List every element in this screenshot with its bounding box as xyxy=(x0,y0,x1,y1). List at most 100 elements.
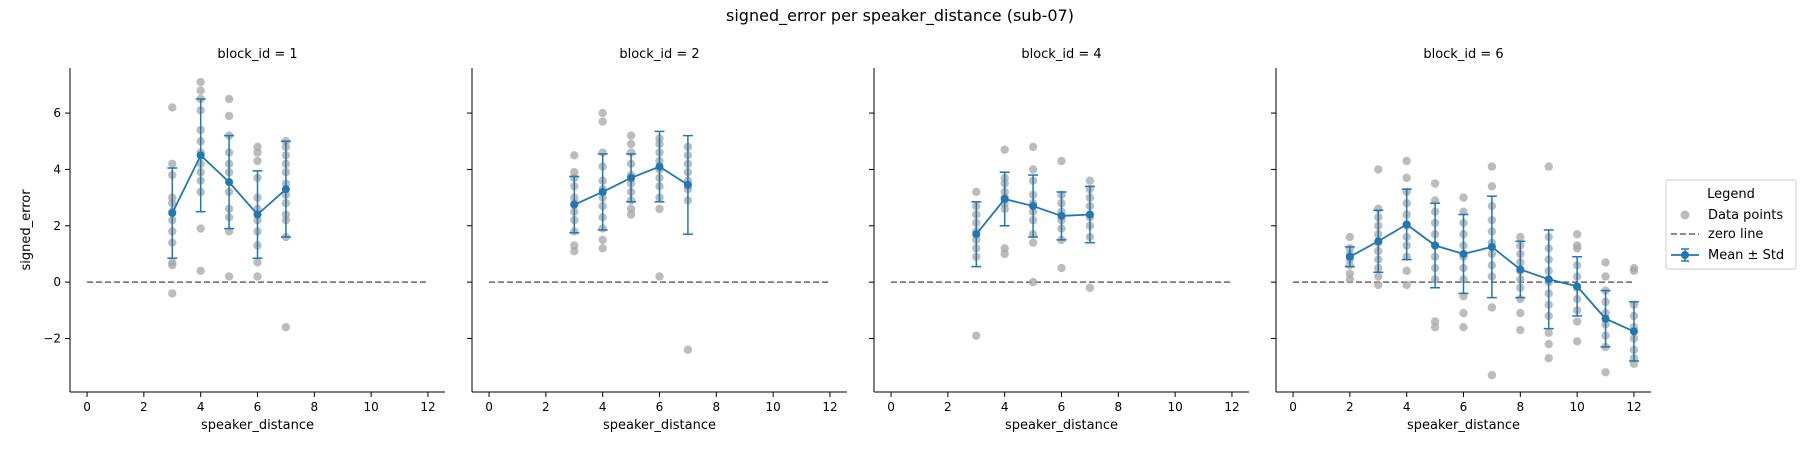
panels: block_id = 1 0 2 4 6 8 10 12 −2 0 2 4 6 speaker_dista… xyxy=(19,47,1651,433)
x-tick-label: 8 xyxy=(1516,400,1524,414)
mean-point xyxy=(1085,210,1094,219)
data-point xyxy=(196,77,205,87)
y-tick-label: 0 xyxy=(53,275,61,289)
mean-point xyxy=(972,230,981,239)
mean-point xyxy=(196,151,205,160)
mean-point xyxy=(1431,241,1440,250)
data-point xyxy=(253,148,262,157)
x-tick-label: 12 xyxy=(822,400,837,414)
x-tick-label: 6 xyxy=(1460,400,1468,414)
mean-point xyxy=(1402,220,1411,229)
data-point xyxy=(224,94,234,104)
panel-title: block_id = 2 xyxy=(619,47,699,62)
data-point xyxy=(626,131,636,140)
legend-item-zero-line: zero line xyxy=(1708,227,1763,242)
data-point xyxy=(1459,323,1468,332)
data-point xyxy=(1487,162,1497,171)
data-point xyxy=(1487,182,1497,191)
data-point xyxy=(655,204,664,214)
data-point xyxy=(972,331,981,340)
data-point xyxy=(1345,232,1355,242)
panel-1: block_id = 1 0 2 4 6 8 10 12 −2 0 2 4 6 speaker_dista… xyxy=(19,47,445,433)
data-point xyxy=(224,111,234,121)
legend: Legend Data points zero line Mean ± Std xyxy=(1665,179,1797,270)
data-point xyxy=(1085,176,1095,185)
data-point xyxy=(1028,142,1038,152)
data-point xyxy=(598,235,607,245)
y-tick-label: 6 xyxy=(53,106,61,120)
mean-point xyxy=(253,210,262,219)
legend-item-mean-std: Mean ± Std xyxy=(1708,248,1784,263)
mean-point xyxy=(1601,314,1610,323)
legend-points-marker xyxy=(1680,210,1690,220)
data-point xyxy=(1572,337,1582,346)
data-point xyxy=(598,117,607,126)
mean-point xyxy=(1057,211,1066,220)
mean-point xyxy=(1629,327,1638,336)
data-point xyxy=(1374,272,1383,281)
data-point xyxy=(1057,156,1066,166)
mean-point xyxy=(598,187,607,196)
panel-3: block_id = 4 0 2 4 6 8 10 12 speaker_distance xyxy=(869,47,1249,433)
data-point xyxy=(168,261,177,270)
x-tick-label: 8 xyxy=(712,400,720,414)
legend-title: Legend xyxy=(1707,187,1755,202)
x-tick-label: 6 xyxy=(1058,400,1066,414)
data-point xyxy=(1085,283,1095,292)
x-tick-label: 10 xyxy=(1569,400,1584,414)
data-point xyxy=(1601,258,1610,267)
x-tick-label: 4 xyxy=(599,400,607,414)
data-point xyxy=(196,266,205,276)
data-point xyxy=(1544,328,1553,338)
data-point xyxy=(1544,339,1553,349)
x-tick-label: 10 xyxy=(1167,400,1182,414)
panel-title: block_id = 6 xyxy=(1423,47,1503,62)
data-point xyxy=(1430,323,1440,332)
data-point xyxy=(1629,266,1639,276)
x-tick-label: 12 xyxy=(420,400,435,414)
data-point xyxy=(168,103,177,112)
mean-point xyxy=(1487,242,1496,251)
x-axis-label: speaker_distance xyxy=(1005,418,1118,433)
data-point xyxy=(1028,277,1038,287)
x-tick-label: 0 xyxy=(485,400,493,414)
mean-point xyxy=(1374,237,1383,246)
data-point xyxy=(1459,193,1468,202)
data-point xyxy=(1402,280,1411,290)
x-tick-label: 8 xyxy=(310,400,318,414)
panel-4: block_id = 6 0 2 4 6 8 10 12 speaker_distance xyxy=(1271,47,1651,433)
data-point xyxy=(683,345,693,354)
data-point xyxy=(1402,266,1411,276)
data-point xyxy=(1430,179,1440,188)
data-point xyxy=(972,187,981,197)
data-point xyxy=(168,289,177,298)
mean-point xyxy=(627,173,636,182)
data-point xyxy=(168,159,177,168)
data-point xyxy=(1402,156,1411,166)
x-tick-label: 6 xyxy=(656,400,664,414)
data-point xyxy=(281,323,291,332)
data-point xyxy=(1516,325,1525,335)
data-point xyxy=(196,224,205,233)
x-tick-label: 2 xyxy=(542,400,550,414)
data-point xyxy=(1572,317,1582,326)
mean-point xyxy=(281,185,290,194)
panel-2: block_id = 2 0 2 4 6 8 10 12 speaker_distance xyxy=(467,47,847,433)
data-point xyxy=(570,151,579,160)
mean-point xyxy=(683,180,692,189)
mean-point xyxy=(1029,202,1038,211)
data-point xyxy=(1028,165,1038,174)
data-point xyxy=(1516,308,1525,318)
x-tick-label: 0 xyxy=(83,400,91,414)
figure-title: signed_error per speaker_distance (sub-0… xyxy=(726,6,1074,26)
x-tick-label: 2 xyxy=(1346,400,1354,414)
y-tick-label: 2 xyxy=(53,219,61,233)
x-tick-label: 2 xyxy=(140,400,148,414)
data-point xyxy=(253,156,262,166)
data-point xyxy=(655,272,664,281)
x-tick-label: 0 xyxy=(887,400,895,414)
data-point xyxy=(1374,165,1383,174)
x-tick-label: 2 xyxy=(944,400,952,414)
mean-point xyxy=(1000,195,1009,204)
